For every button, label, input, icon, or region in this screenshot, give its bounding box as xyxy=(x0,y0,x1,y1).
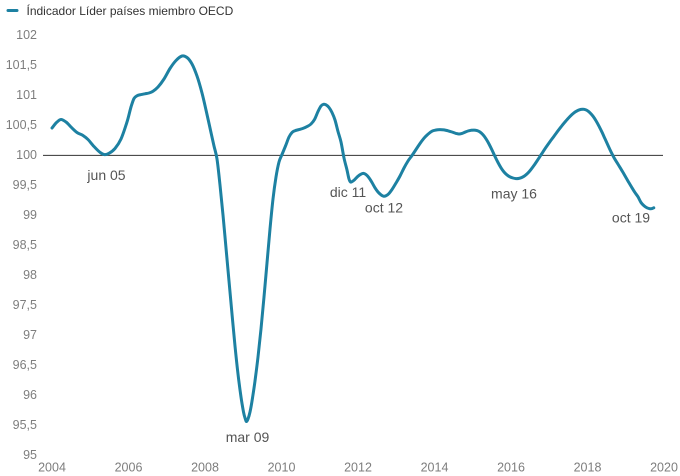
svg-text:95: 95 xyxy=(23,448,37,462)
svg-text:100: 100 xyxy=(16,148,37,162)
svg-text:100,5: 100,5 xyxy=(6,118,37,132)
svg-text:2016: 2016 xyxy=(497,461,525,475)
svg-text:oct 19: oct 19 xyxy=(612,209,650,225)
svg-text:101,5: 101,5 xyxy=(6,58,37,72)
svg-text:97,5: 97,5 xyxy=(13,298,37,312)
svg-text:98,5: 98,5 xyxy=(13,238,37,252)
svg-text:Índicador Líder países miembro: Índicador Líder países miembro OECD xyxy=(27,3,234,18)
svg-text:2014: 2014 xyxy=(421,461,449,475)
svg-text:2006: 2006 xyxy=(115,461,143,475)
svg-text:2010: 2010 xyxy=(268,461,296,475)
svg-text:2020: 2020 xyxy=(650,461,678,475)
svg-text:oct 12: oct 12 xyxy=(365,199,403,215)
svg-text:99,5: 99,5 xyxy=(13,178,37,192)
svg-text:97: 97 xyxy=(23,328,37,342)
svg-text:102: 102 xyxy=(16,28,37,42)
svg-text:mar 09: mar 09 xyxy=(226,429,270,445)
svg-text:98: 98 xyxy=(23,268,37,282)
svg-text:may 16: may 16 xyxy=(491,186,537,202)
svg-text:2008: 2008 xyxy=(191,461,219,475)
svg-text:96,5: 96,5 xyxy=(13,358,37,372)
svg-text:2004: 2004 xyxy=(38,461,66,475)
svg-text:2018: 2018 xyxy=(574,461,602,475)
svg-text:2012: 2012 xyxy=(344,461,372,475)
svg-text:99: 99 xyxy=(23,208,37,222)
svg-text:101: 101 xyxy=(16,88,37,102)
svg-text:95,5: 95,5 xyxy=(13,418,37,432)
svg-text:jun 05: jun 05 xyxy=(86,167,125,183)
svg-text:96: 96 xyxy=(23,388,37,402)
svg-text:dic 11: dic 11 xyxy=(330,184,367,200)
